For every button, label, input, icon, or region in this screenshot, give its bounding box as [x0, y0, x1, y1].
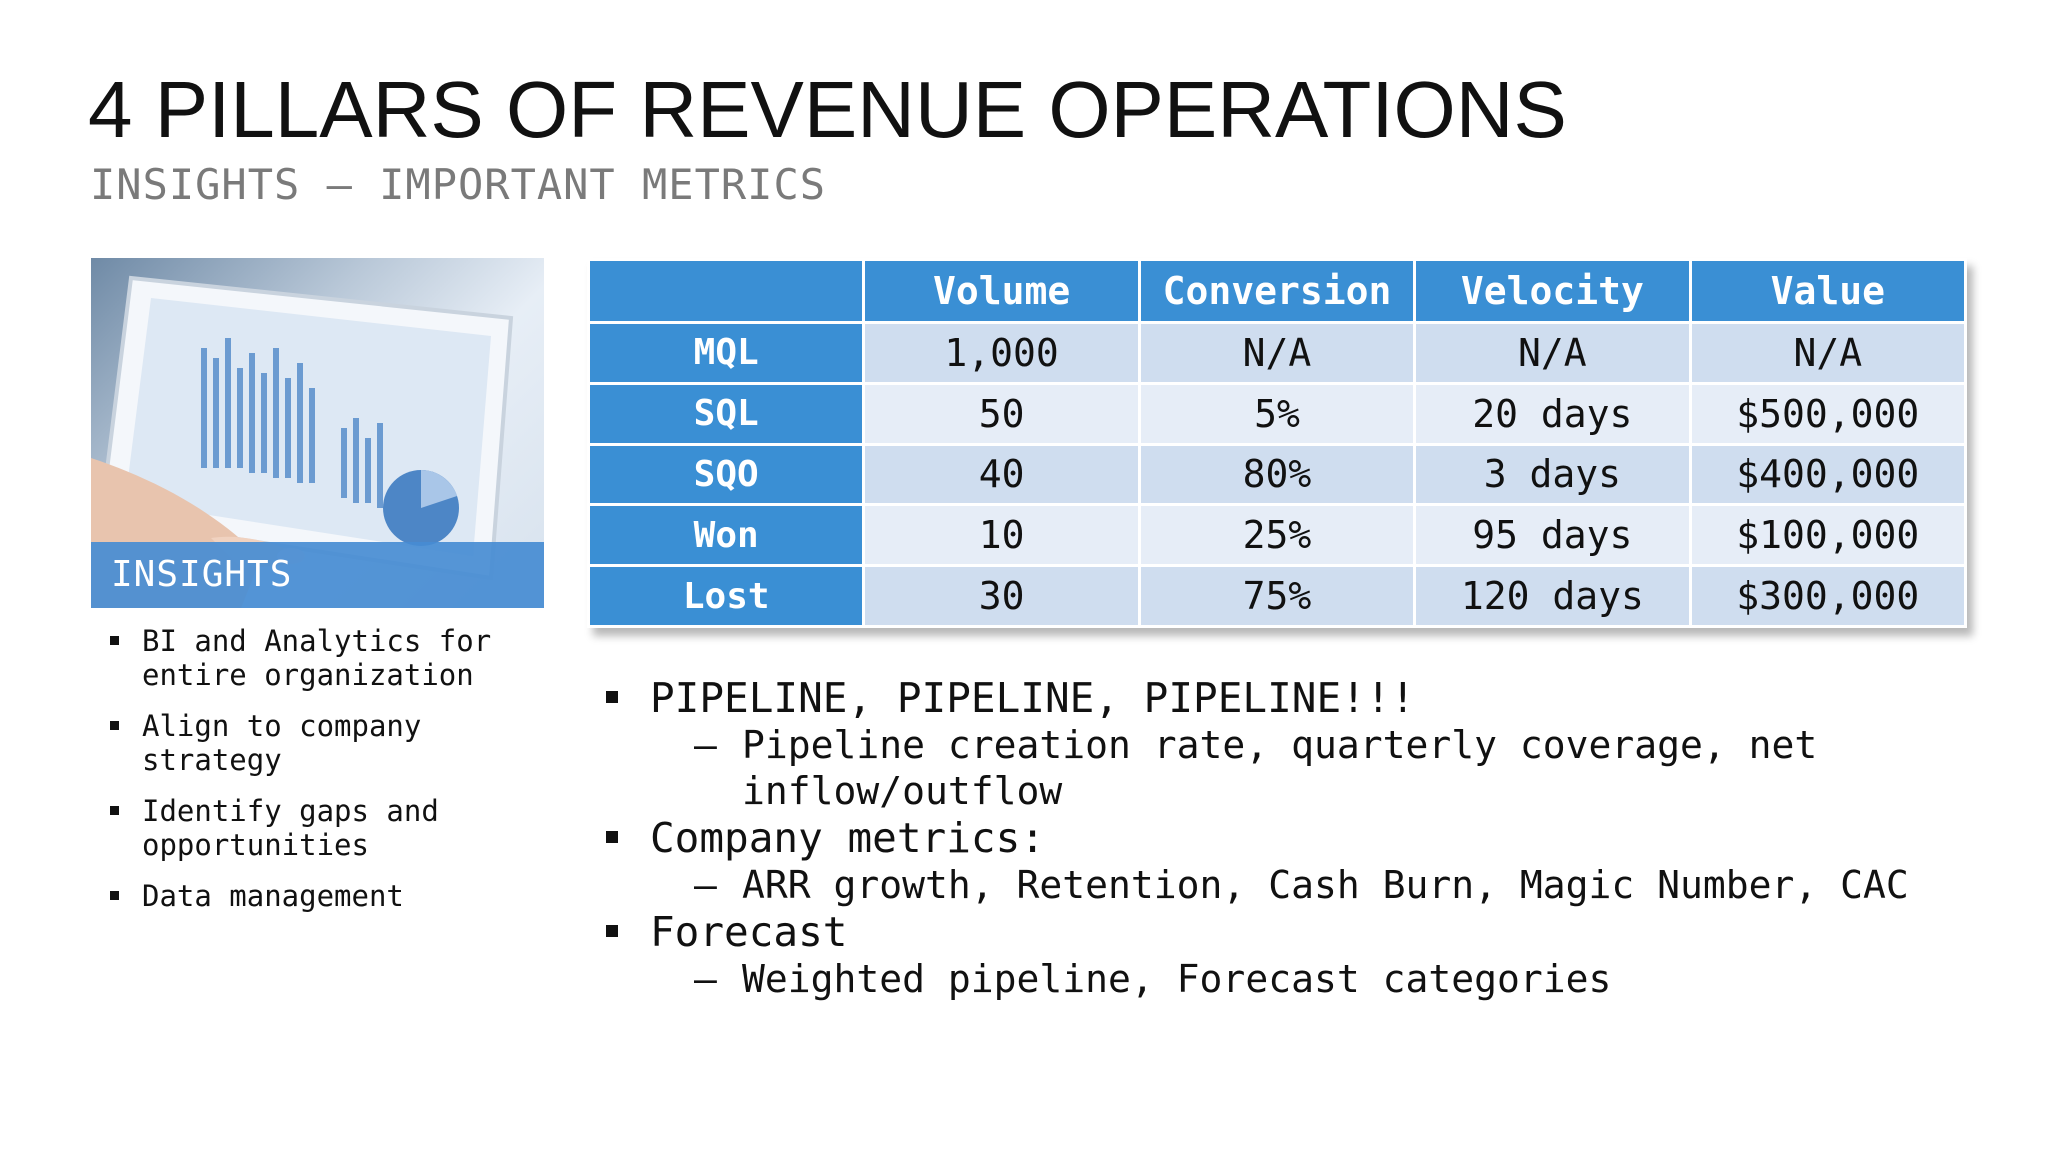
dash-icon: –	[694, 863, 717, 907]
column-header-value: Value	[1688, 258, 1968, 324]
list-item: Identify gaps and opportunities	[108, 794, 548, 862]
table-cell: $400,000	[1688, 442, 1968, 507]
bullet-square-icon	[606, 925, 618, 937]
table-cell: 30	[862, 564, 1141, 628]
table-cell: 10	[862, 503, 1141, 568]
table-cell: $300,000	[1688, 564, 1968, 628]
list-item: Forecast – Weighted pipeline, Forecast ca…	[600, 908, 2000, 1002]
table-row: MQL 1,000 N/A N/A N/A	[586, 321, 1968, 385]
table-cell: $500,000	[1688, 381, 1968, 446]
row-header: SQL	[586, 381, 866, 446]
bullet-square-icon	[110, 636, 119, 645]
table-cell: 1,000	[862, 321, 1141, 385]
table-cell: 50	[862, 381, 1141, 446]
list-item: BI and Analytics for entire organization	[108, 624, 548, 692]
sub-list: – ARR growth, Retention, Cash Burn, Magic…	[650, 862, 2000, 908]
table-cell: 75%	[1137, 564, 1417, 628]
row-header: Lost	[586, 564, 866, 628]
metrics-table: Volume Conversion Velocity Value MQL 1,0…	[586, 258, 1968, 628]
tablet-analytics-image: INSIGHTS	[91, 258, 544, 608]
photo-caption: INSIGHTS	[91, 542, 544, 608]
table-cell: N/A	[1413, 321, 1692, 385]
bullet-square-icon	[110, 721, 119, 730]
row-header: Won	[586, 503, 866, 568]
table-cell: N/A	[1688, 321, 1968, 385]
table-corner	[586, 258, 866, 324]
table-cell: N/A	[1137, 321, 1417, 385]
table-row: SQO 40 80% 3 days $400,000	[586, 442, 1968, 507]
dash-icon: –	[694, 723, 717, 767]
table-row: Won 10 25% 95 days $100,000	[586, 503, 1968, 568]
bullet-square-icon	[110, 891, 119, 900]
list-item: Company metrics: – ARR growth, Retention,…	[600, 814, 2000, 908]
table-cell: 120 days	[1413, 564, 1692, 628]
left-bullet-list: BI and Analytics for entire organization…	[108, 624, 548, 930]
table-cell: 3 days	[1413, 442, 1692, 507]
table-cell: 20 days	[1413, 381, 1692, 446]
list-item: Align to company strategy	[108, 709, 548, 777]
column-header-velocity: Velocity	[1413, 258, 1692, 324]
table-cell: 40	[862, 442, 1141, 507]
bullet-square-icon	[110, 806, 119, 815]
column-header-volume: Volume	[862, 258, 1141, 324]
right-bullet-list: PIPELINE, PIPELINE, PIPELINE!!! – Pipelin…	[600, 674, 2000, 1002]
row-header: SQO	[586, 442, 866, 507]
bullet-square-icon	[606, 691, 618, 703]
slide-title: 4 PILLARS OF REVENUE OPERATIONS	[88, 65, 1567, 154]
table-row: SQL 50 5% 20 days $500,000	[586, 381, 1968, 446]
table-cell: 5%	[1137, 381, 1417, 446]
sub-list-item: – Weighted pipeline, Forecast categories	[694, 957, 1612, 1001]
sub-list-item: – ARR growth, Retention, Cash Burn, Magic…	[694, 863, 1909, 907]
sub-list: – Weighted pipeline, Forecast categories	[650, 956, 2000, 1002]
column-header-conversion: Conversion	[1137, 258, 1417, 324]
row-header: MQL	[586, 321, 866, 385]
sub-list: – Pipeline creation rate, quarterly cover…	[650, 722, 2000, 814]
slide-subtitle: INSIGHTS – IMPORTANT METRICS	[90, 160, 827, 209]
dash-icon: –	[694, 957, 717, 1001]
sub-list-item: – Pipeline creation rate, quarterly cover…	[694, 723, 1818, 813]
table-cell: $100,000	[1688, 503, 1968, 568]
bullet-square-icon	[606, 831, 618, 843]
table-cell: 95 days	[1413, 503, 1692, 568]
table-cell: 80%	[1137, 442, 1417, 507]
list-item: PIPELINE, PIPELINE, PIPELINE!!! – Pipelin…	[600, 674, 2000, 814]
table-row: Lost 30 75% 120 days $300,000	[586, 564, 1968, 628]
table-cell: 25%	[1137, 503, 1417, 568]
list-item: Data management	[108, 879, 548, 913]
